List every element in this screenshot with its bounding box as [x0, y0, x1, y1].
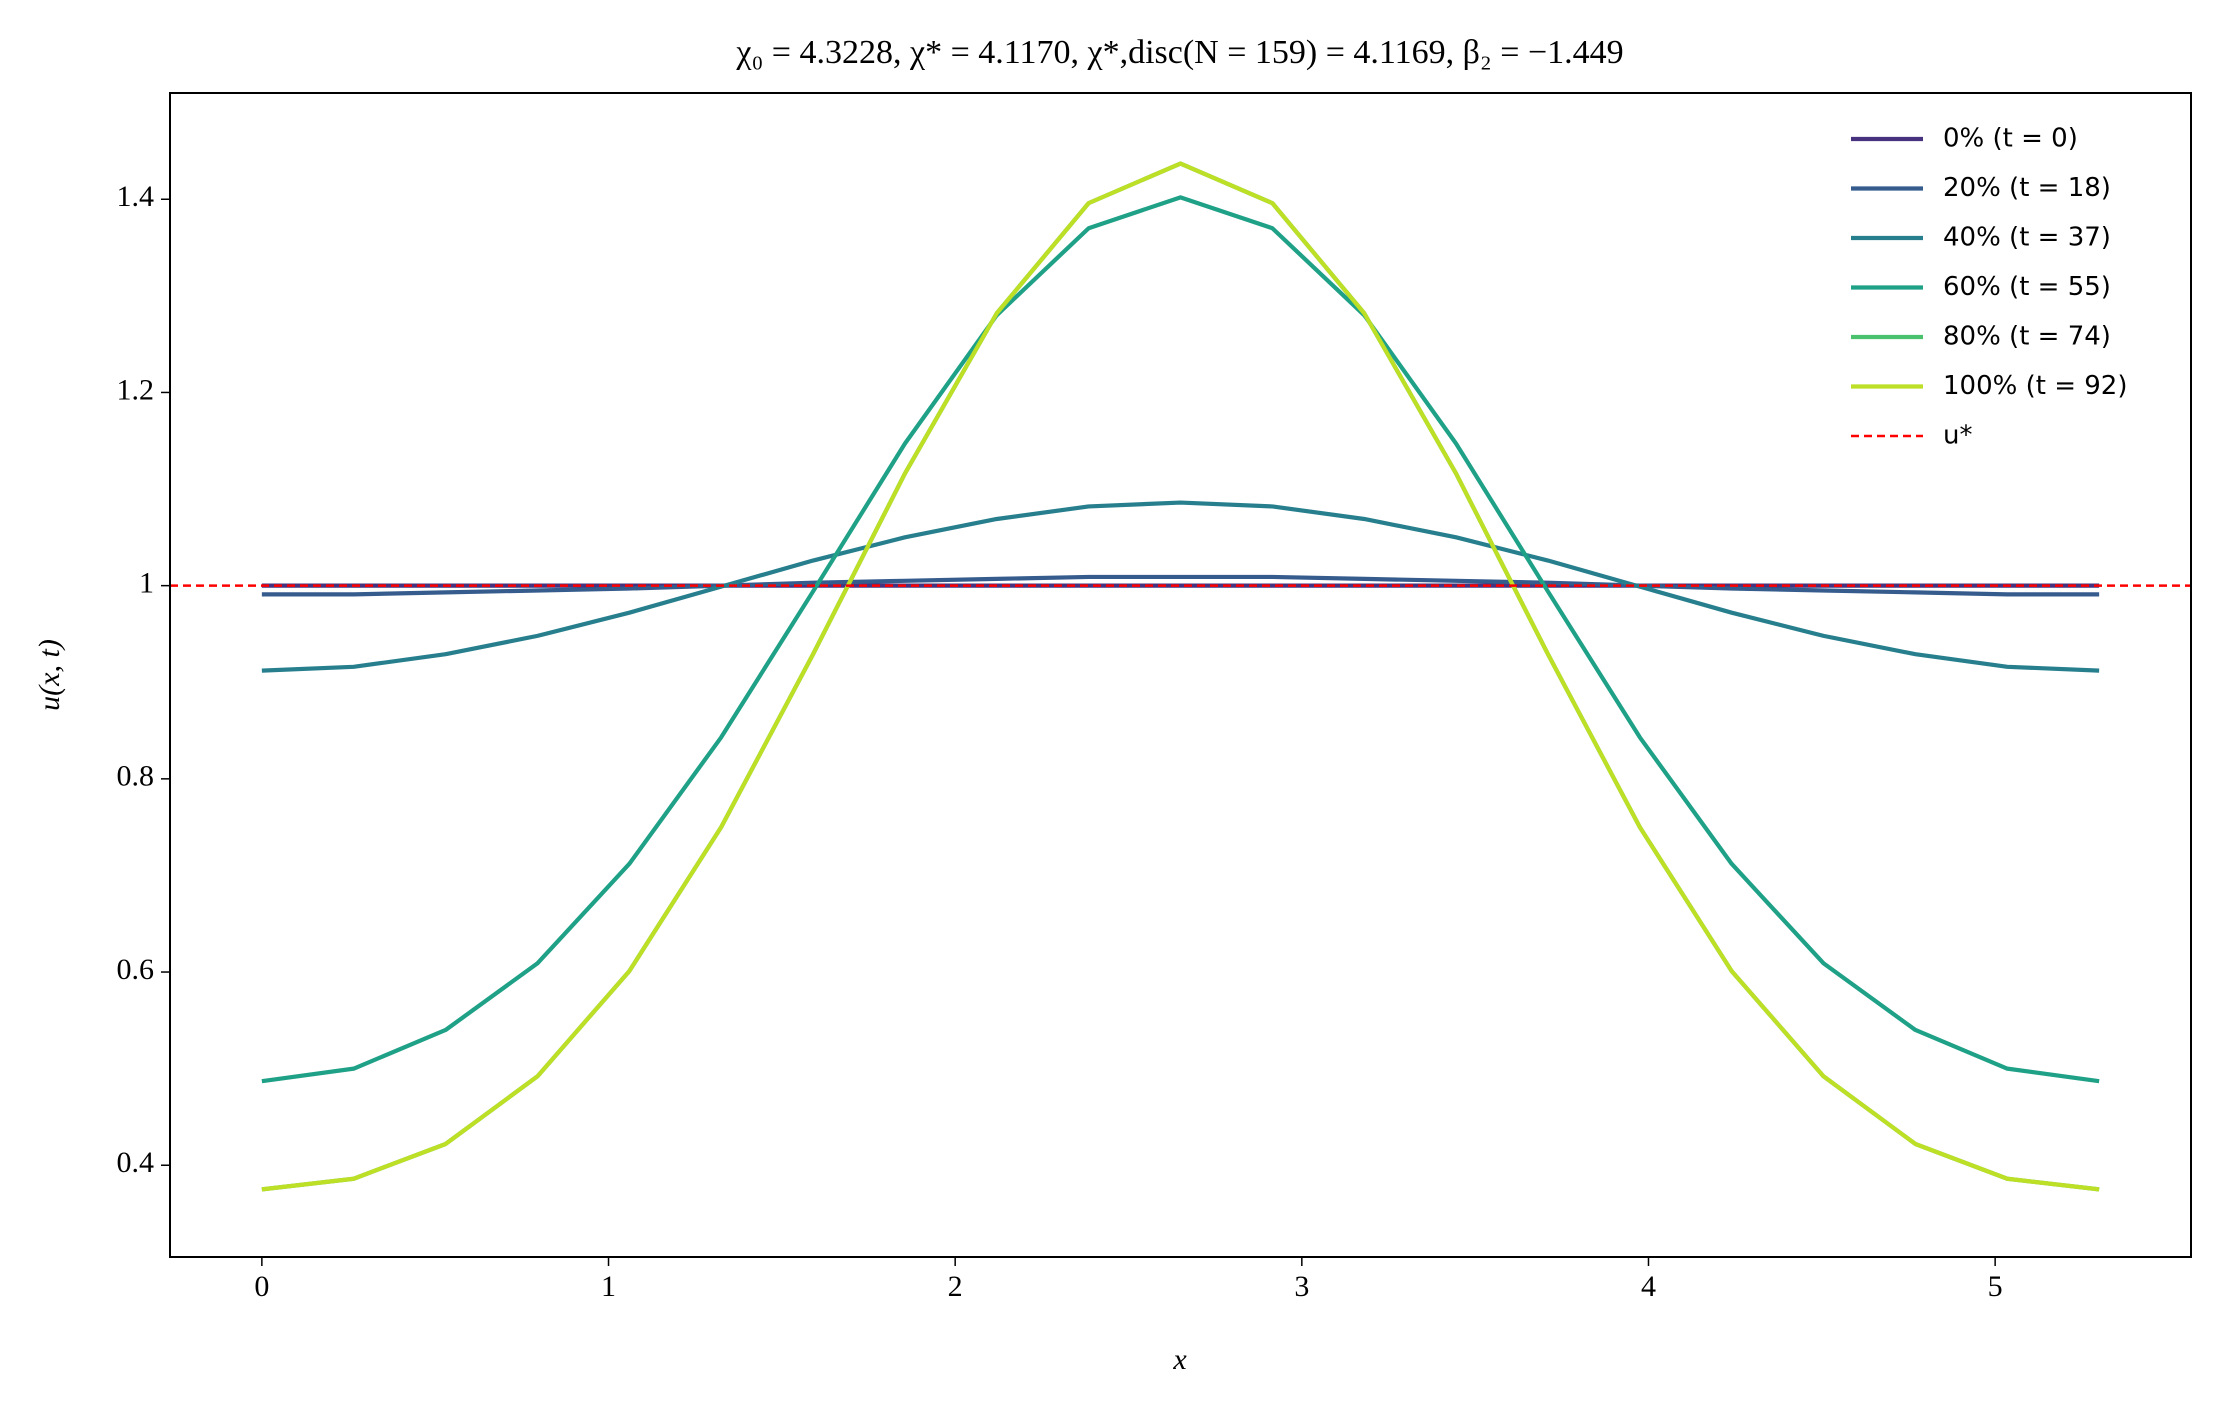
legend-label: 40% (t = 37) [1943, 223, 2111, 253]
series-line [261, 500, 2100, 673]
y-axis-label: u(x, t) [33, 639, 66, 711]
legend-label: u* [1943, 421, 1972, 451]
series-line [261, 574, 2100, 597]
chart-title: χ₀ = 4.3228, χ* = 4.1170, χ*,disc(N = 15… [735, 34, 1623, 71]
x-axis-label: x [1172, 1343, 1187, 1376]
legend-label: 100% (t = 92) [1943, 371, 2127, 401]
y-tick-label: 0.4 [117, 1146, 155, 1179]
series-line [261, 161, 2100, 1192]
x-tick-label: 0 [254, 1270, 269, 1303]
plot-frame [169, 92, 2192, 1258]
legend-label: 80% (t = 74) [1943, 322, 2111, 352]
legend-label: 0% (t = 0) [1943, 124, 2078, 154]
y-tick-label: 1.2 [117, 373, 155, 406]
x-tick-label: 4 [1641, 1270, 1656, 1303]
y-tick-label: 0.8 [117, 760, 155, 793]
series-line [261, 195, 2100, 1084]
legend-label: 20% (t = 18) [1943, 173, 2111, 203]
x-tick-label: 5 [1988, 1270, 2003, 1303]
y-tick-label: 1 [139, 567, 154, 600]
x-tick-label: 2 [948, 1270, 963, 1303]
legend-label: 60% (t = 55) [1943, 272, 2111, 302]
x-tick-label: 1 [601, 1270, 616, 1303]
y-tick-label: 0.6 [117, 953, 155, 986]
series-line [261, 161, 2100, 1192]
x-tick-label: 3 [1294, 1270, 1309, 1303]
y-tick-label: 1.4 [117, 180, 155, 213]
